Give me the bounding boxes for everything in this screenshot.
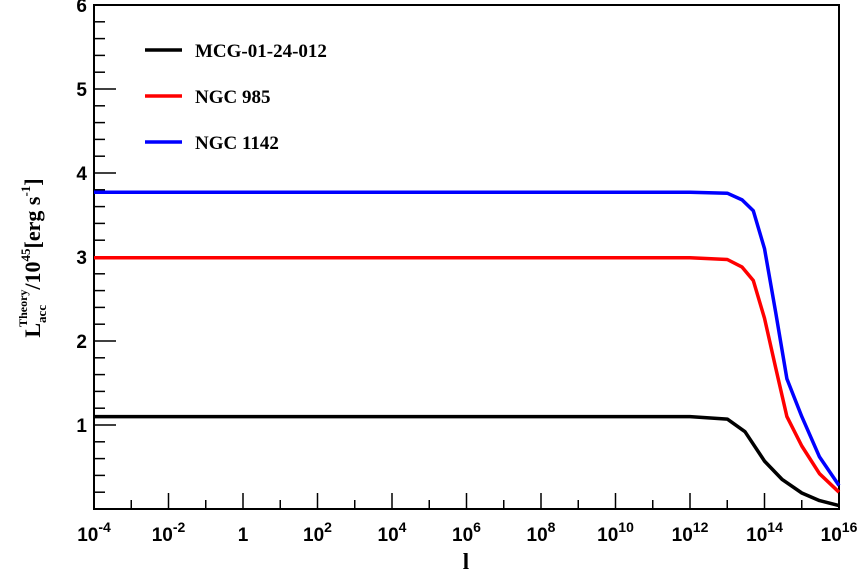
x-tick-label: 1014	[746, 519, 783, 546]
x-tick-label: 10-2	[152, 519, 186, 546]
legend-label: MCG-01-24-012	[195, 41, 327, 62]
legend-label: NGC 985	[195, 87, 270, 108]
x-tick-label: 106	[452, 519, 481, 546]
x-tick-label: 108	[527, 519, 556, 546]
series-line-1	[94, 256, 841, 494]
y-tick-label: 3	[76, 248, 87, 269]
y-tick-label: 1	[76, 416, 87, 437]
y-tick-label: 5	[76, 80, 87, 101]
x-tick-label: 10-4	[77, 519, 111, 546]
legend: MCG-01-24-012 NGC 985 NGC 1142	[145, 41, 327, 154]
y-tick-label: 4	[76, 164, 87, 185]
legend-label: NGC 1142	[195, 133, 279, 154]
y-tick-label: 6	[76, 0, 87, 17]
x-tick-label: 1016	[821, 519, 858, 546]
y-tick-label: 2	[76, 332, 87, 353]
series-line-0	[94, 414, 840, 508]
x-tick-label: 1012	[672, 519, 709, 546]
series-layer	[94, 190, 841, 508]
x-axis-label: l	[463, 549, 469, 573]
y-axis-label: LaccTheory/1045[erg s-1]	[16, 178, 49, 337]
x-tick-label: 102	[303, 519, 332, 546]
x-tick-label: 1	[238, 525, 249, 546]
x-tick-label: 1010	[597, 519, 634, 546]
series-line-2	[94, 190, 841, 487]
y-axis-ticks: 1 2 3 4 5 6	[76, 0, 116, 510]
x-axis-ticks: 10-4 10-2 1 102 104 106 108 1010 1012 1014 1016	[77, 493, 858, 546]
x-tick-label: 104	[378, 519, 407, 546]
